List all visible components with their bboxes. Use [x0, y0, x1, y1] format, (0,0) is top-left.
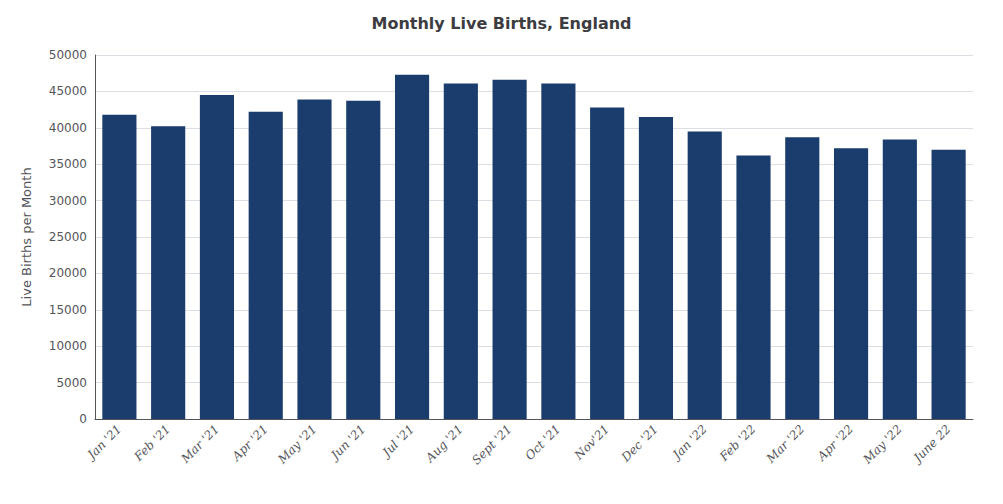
svg-text:15000: 15000: [49, 303, 87, 317]
svg-text:June 22: June 22: [909, 422, 954, 467]
svg-text:May '22: May '22: [860, 422, 905, 467]
svg-text:Apr '21: Apr '21: [229, 422, 271, 464]
svg-text:Jul '21: Jul '21: [378, 422, 417, 461]
svg-text:May '21: May '21: [275, 422, 320, 467]
svg-text:Apr '22: Apr '22: [814, 422, 856, 464]
svg-text:50000: 50000: [49, 48, 87, 62]
svg-text:Nov'21: Nov'21: [571, 422, 612, 463]
svg-text:Mar '21: Mar '21: [178, 422, 222, 466]
svg-text:Live Births per Month: Live Births per Month: [19, 167, 34, 306]
svg-text:Oct '21: Oct '21: [523, 422, 564, 463]
svg-text:Aug '21: Aug '21: [422, 422, 465, 465]
svg-text:35000: 35000: [49, 157, 87, 171]
svg-text:Mar '22: Mar '22: [763, 422, 807, 466]
svg-text:40000: 40000: [49, 121, 87, 135]
svg-text:Feb '21: Feb '21: [131, 422, 173, 464]
svg-text:Dec '21: Dec '21: [618, 422, 661, 465]
svg-text:Jan '21: Jan '21: [83, 422, 125, 464]
svg-text:45000: 45000: [49, 84, 87, 98]
svg-text:30000: 30000: [49, 194, 87, 208]
svg-text:0: 0: [79, 412, 87, 426]
svg-text:Feb '22: Feb '22: [716, 422, 758, 464]
svg-text:10000: 10000: [49, 339, 87, 353]
svg-text:Monthly Live Births, England: Monthly Live Births, England: [371, 14, 631, 33]
svg-text:20000: 20000: [49, 266, 87, 280]
svg-text:Jan '22: Jan '22: [668, 422, 710, 464]
svg-text:Sept '21: Sept '21: [469, 422, 514, 467]
svg-text:Jun '21: Jun '21: [326, 422, 368, 464]
svg-text:25000: 25000: [49, 230, 87, 244]
svg-text:5000: 5000: [56, 376, 87, 390]
